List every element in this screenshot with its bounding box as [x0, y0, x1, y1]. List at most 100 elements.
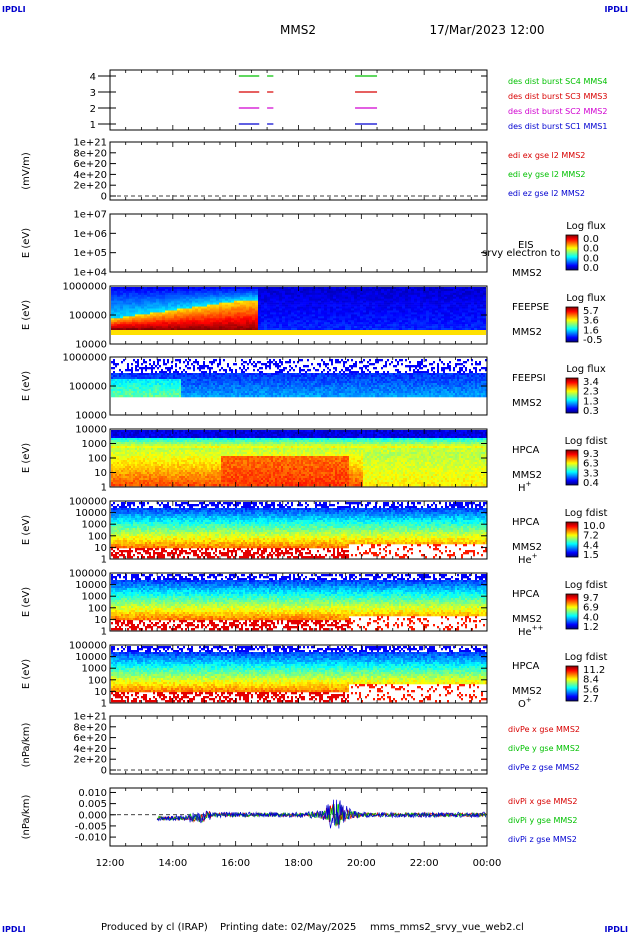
colorbar — [566, 666, 578, 701]
legend-entry: edi ey gse l2 MMS2 — [508, 170, 586, 179]
colorbar-tick-label: 0.0 — [583, 263, 599, 274]
y-tick-label: -0.005 — [75, 821, 107, 832]
y-tick-label: 1 — [101, 483, 107, 494]
y-axis-label: E (eV) — [21, 587, 32, 617]
y-tick-label: 2 — [90, 104, 96, 115]
y-tick-label: 1000 — [82, 520, 107, 531]
y-tick-label: 10 — [94, 615, 107, 626]
y-tick-label: 1000000 — [62, 353, 107, 364]
y-tick-label: 100 — [88, 603, 107, 614]
spectrogram-cells — [111, 646, 487, 702]
species-label: He+ — [518, 552, 538, 566]
colorbar — [566, 450, 578, 485]
legend-entry: des dist burst SC4 MMS4 — [508, 77, 607, 86]
panel-divpe-frame — [110, 716, 487, 774]
y-tick-label: 2e+20 — [73, 755, 107, 766]
y-tick-label: 1000000 — [62, 282, 107, 293]
y-tick-label: 1e+04 — [73, 268, 107, 279]
y-tick-label: 8e+20 — [73, 148, 107, 159]
y-tick-label: 0.010 — [78, 788, 107, 799]
y-tick-label: 100 — [88, 454, 107, 465]
corner-label-top-left: IPDLI — [2, 5, 26, 14]
spectrogram-cells — [111, 359, 487, 397]
y-tick-label: 10 — [94, 543, 107, 554]
y-tick-label: 4e+20 — [73, 170, 107, 181]
colorbar — [566, 594, 578, 629]
y-axis-label: E (eV) — [21, 371, 32, 401]
y-tick-label: 1e+07 — [73, 210, 107, 221]
panel-side-label: FEEPSE — [512, 302, 549, 313]
colorbar-title: Log fdist — [565, 436, 608, 447]
x-tick-label: 20:00 — [347, 858, 376, 869]
corner-label-bottom-right: IPDLI — [604, 925, 628, 934]
species-label: H+ — [518, 480, 532, 494]
legend-entry: des dist burst SC1 MMS1 — [508, 122, 607, 131]
x-tick-label: 14:00 — [158, 858, 187, 869]
colorbar-tick-label: 1.2 — [583, 622, 599, 633]
colorbar-title: Log flux — [566, 293, 606, 304]
species-label: O+ — [518, 696, 532, 710]
spectrogram-cells — [111, 287, 486, 330]
corner-label-top-right: IPDLI — [604, 5, 628, 14]
y-axis-label: (mV/m) — [21, 152, 32, 190]
panel-side-label: HPCA — [512, 661, 540, 672]
y-tick-label: 10 — [94, 687, 107, 698]
y-axis-label: E (eV) — [21, 515, 32, 545]
y-tick-label: 10000 — [75, 340, 107, 351]
legend-entry: edi ez gse l2 MMS2 — [508, 189, 585, 198]
footer-producer: Produced by cl (IRAP) — [101, 922, 208, 933]
y-tick-label: 10000 — [75, 580, 107, 591]
y-tick-label: 10 — [94, 468, 107, 479]
y-tick-label: 6e+20 — [73, 733, 107, 744]
y-tick-label: 10000 — [75, 425, 107, 436]
panel-side-label: MMS2 — [512, 268, 542, 279]
y-tick-label: 1000 — [82, 592, 107, 603]
y-tick-label: 100 — [88, 531, 107, 542]
x-tick-label: 00:00 — [473, 858, 502, 869]
panel-side-label: MMS2 — [512, 398, 542, 409]
panel-side-label: srvy electron to — [482, 248, 560, 259]
x-tick-label: 18:00 — [284, 858, 313, 869]
y-tick-label: 100000 — [69, 497, 107, 508]
y-axis-label: (nPa/km) — [21, 723, 32, 768]
colorbar-title: Log fdist — [565, 580, 608, 591]
colorbar-title: Log flux — [566, 221, 606, 232]
colorbar-tick-label: 0.3 — [583, 406, 599, 417]
y-axis-label: E (eV) — [21, 300, 32, 330]
spectrogram-cells — [111, 430, 487, 486]
y-axis-label: (nPa/km) — [21, 795, 32, 840]
y-axis-label: E (eV) — [21, 659, 32, 689]
panel-side-label: MMS2 — [512, 327, 542, 338]
legend-entry: divPi z gse MMS2 — [508, 835, 577, 844]
corner-label-bottom-left: IPDLI — [2, 925, 26, 934]
x-tick-label: 16:00 — [221, 858, 250, 869]
y-tick-label: 8e+20 — [73, 722, 107, 733]
legend-entry: divPe z gse MMS2 — [508, 763, 579, 772]
colorbar-tick-label: 2.7 — [583, 694, 599, 705]
panel-edi-frame — [110, 142, 487, 200]
y-tick-label: 0.005 — [78, 799, 107, 810]
y-tick-label: 1000 — [82, 664, 107, 675]
panel-side-label: HPCA — [512, 445, 540, 456]
y-tick-label: 0.000 — [78, 810, 107, 821]
colorbar — [566, 378, 578, 413]
colorbar-title: Log flux — [566, 364, 606, 375]
y-tick-label: 4e+20 — [73, 744, 107, 755]
datetime-title: 17/Mar/2023 12:00 — [430, 23, 545, 37]
y-tick-label: -0.010 — [75, 833, 107, 844]
y-tick-label: 10000 — [75, 411, 107, 422]
mms-summary-plot: IPDLI IPDLI IPDLI IPDLI MMS2 17/Mar/2023… — [0, 0, 630, 934]
spacecraft-title: MMS2 — [280, 23, 316, 37]
y-tick-label: 1e+06 — [73, 229, 107, 240]
y-tick-label: 100000 — [69, 641, 107, 652]
panel-side-label: HPCA — [512, 517, 540, 528]
y-tick-label: 4 — [90, 72, 96, 83]
y-tick-label: 1000 — [82, 439, 107, 450]
footer-printing-date: Printing date: 02/May/2025 — [220, 922, 356, 933]
legend-entry: des dist burst SC2 MMS2 — [508, 107, 607, 116]
spectrogram-cells — [111, 502, 487, 558]
spectrogram-cells — [111, 574, 487, 630]
species-label: He++ — [518, 624, 544, 638]
y-axis-label: E (eV) — [21, 228, 32, 258]
